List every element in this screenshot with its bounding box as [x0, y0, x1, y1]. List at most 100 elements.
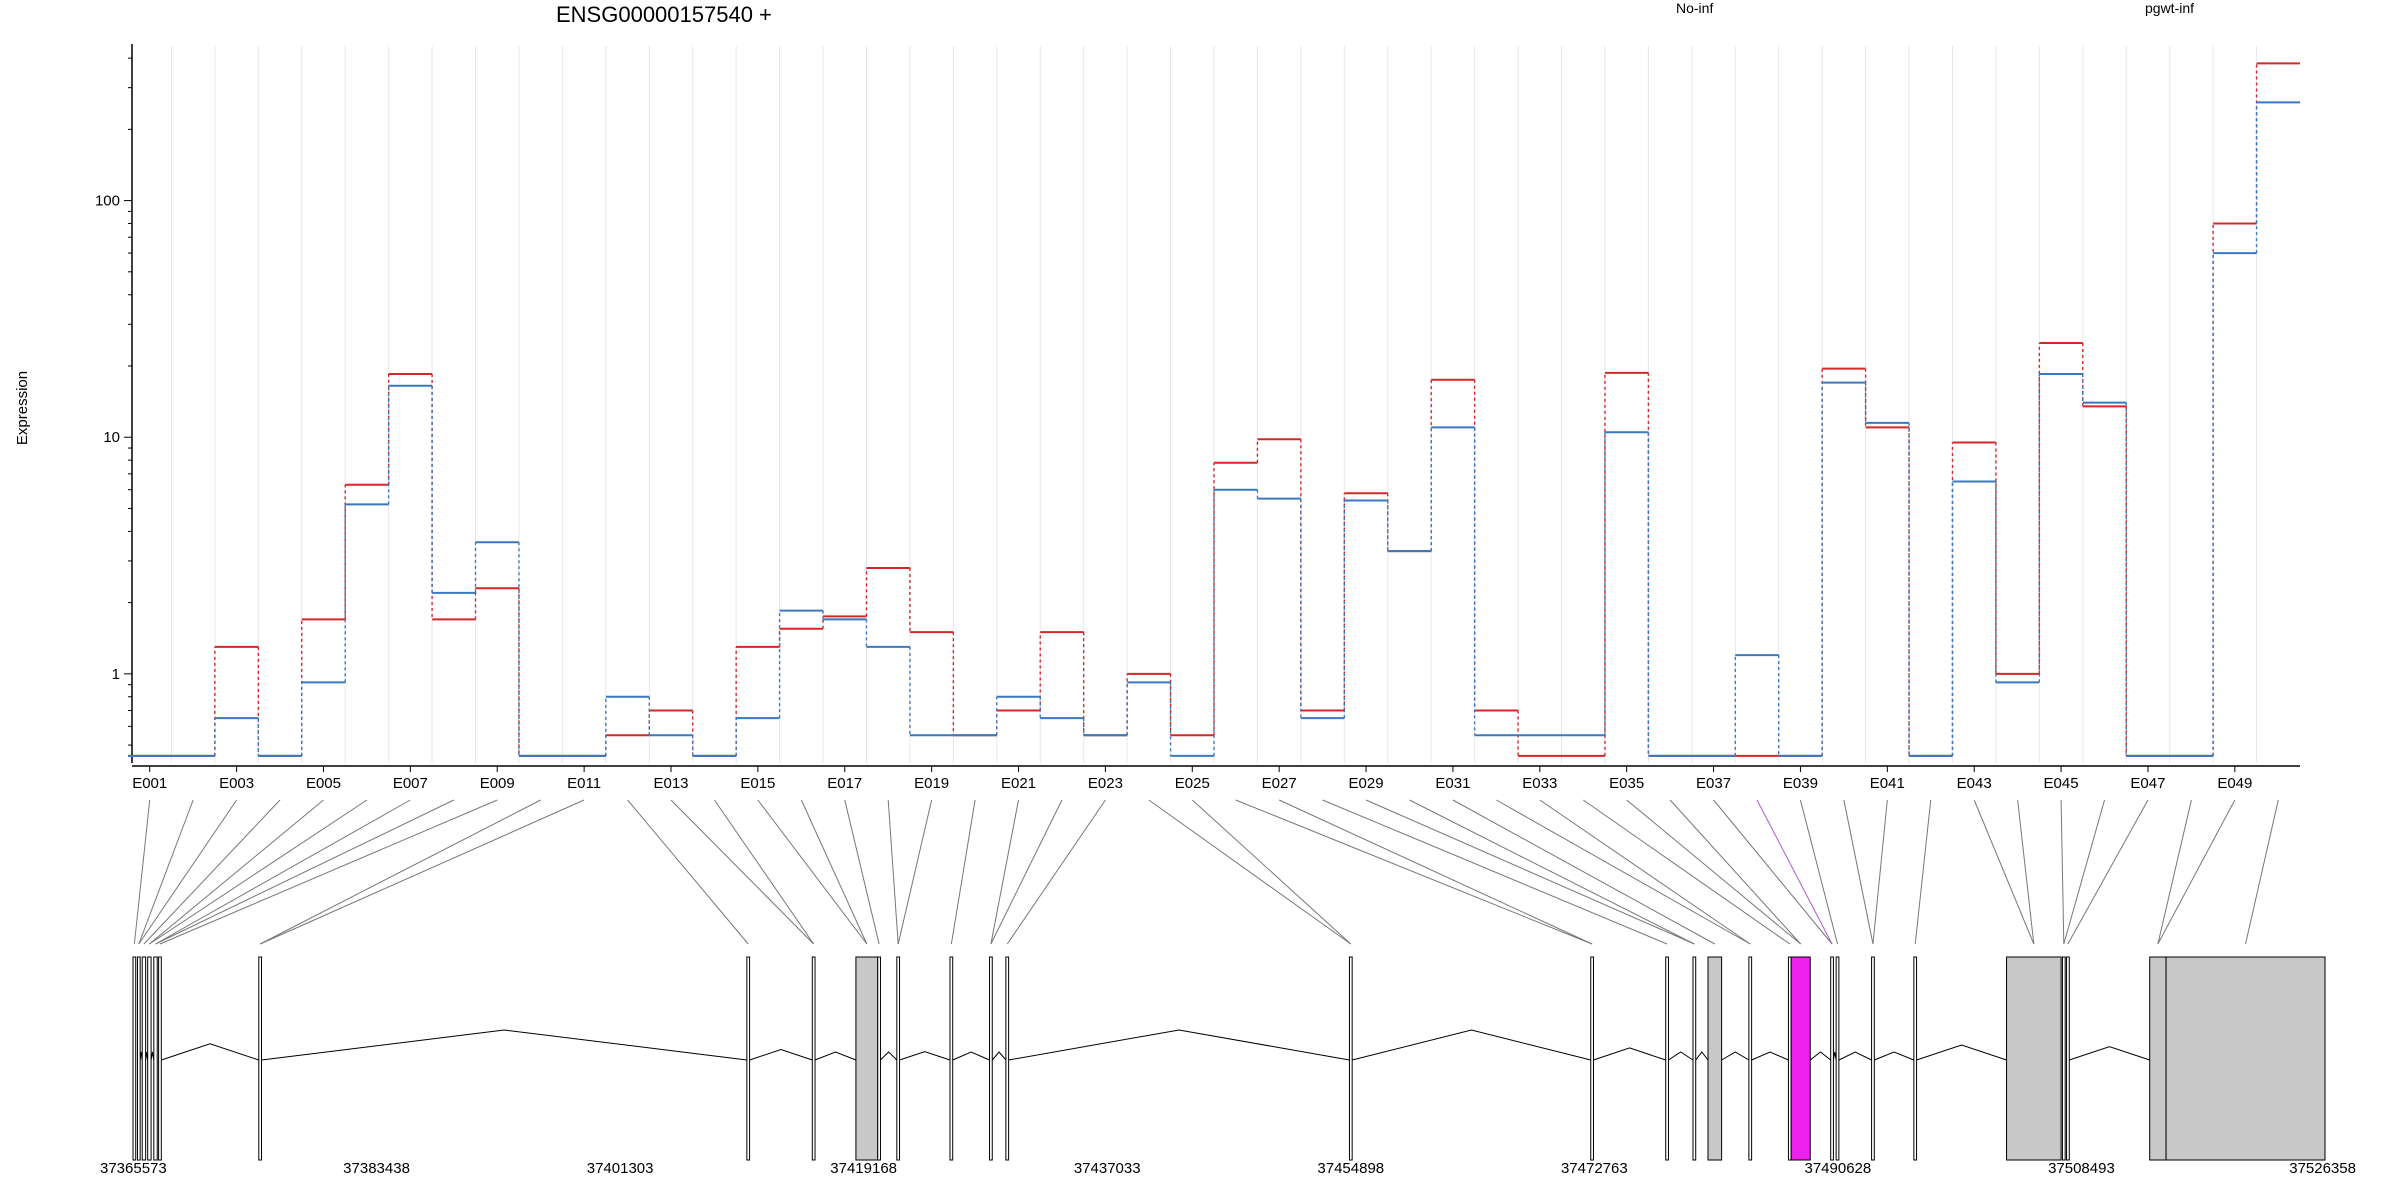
- connector-line: [259, 799, 585, 945]
- chart-title-group: ENSG00000157540 +: [556, 2, 772, 27]
- connector-line: [887, 799, 899, 945]
- intron-line: [899, 1051, 951, 1061]
- expression-series: [128, 62, 2300, 757]
- x-tick-label: E037: [1696, 775, 1731, 792]
- connector-line: [1452, 799, 1716, 945]
- exon-box: [1707, 956, 1723, 1161]
- connector-line: [2245, 799, 2279, 945]
- x-tick-label: E013: [653, 775, 688, 792]
- x-tick-label: E035: [1609, 775, 1644, 792]
- connector-line: [1148, 799, 1352, 945]
- exon-box: [2149, 956, 2167, 1161]
- x-tick-label: E041: [1870, 775, 1905, 792]
- x-tick-label: E005: [306, 775, 341, 792]
- x-tick-label: E025: [1175, 775, 1210, 792]
- intron-line: [814, 1051, 857, 1061]
- exon-box: [2006, 956, 2062, 1161]
- connector-line: [757, 799, 868, 945]
- connector-line: [2157, 799, 2192, 945]
- connector-line: [159, 799, 498, 945]
- exon-box: [2066, 956, 2070, 1161]
- x-tick-label: E045: [2044, 775, 2079, 792]
- intron-line: [1008, 1029, 1350, 1061]
- coordinate-label: 37508493: [2048, 1160, 2115, 1177]
- x-tick-label: E049: [2217, 775, 2252, 792]
- x-tick-label: E043: [1957, 775, 1992, 792]
- exon-box: [1665, 956, 1669, 1161]
- connector-line: [714, 799, 815, 945]
- connector-line: [149, 799, 368, 945]
- connector-line: [1799, 799, 1838, 945]
- y-tick-label: 10: [103, 429, 120, 446]
- connector-line: [1278, 799, 1593, 945]
- intron-line: [880, 1051, 898, 1061]
- highlighted-exon: [1790, 956, 1811, 1161]
- legend: No-inf pgwt-inf: [1676, 0, 2194, 16]
- x-tick-label: E033: [1522, 775, 1557, 792]
- exon-box: [855, 956, 879, 1161]
- exon-box: [746, 956, 751, 1161]
- connector-line: [990, 799, 1020, 945]
- connector-line: [1582, 799, 1791, 945]
- grid-lines: [170, 46, 2258, 763]
- x-tick-label: E017: [827, 775, 862, 792]
- connector-line: [1365, 799, 1695, 945]
- connector-line: [1496, 799, 1751, 945]
- exon-box: [877, 956, 881, 1161]
- exon-box: [1835, 956, 1840, 1161]
- connector-line: [1872, 799, 1888, 945]
- x-tick-label: E019: [914, 775, 949, 792]
- gene-model: [132, 956, 2326, 1161]
- coordinate-label: 37454898: [1317, 1160, 1384, 1177]
- coordinate-label: 37472763: [1561, 1160, 1628, 1177]
- connector-line: [155, 799, 411, 945]
- connector-line: [1006, 799, 1106, 945]
- connector-line: [155, 799, 455, 945]
- y-tick-label: 1: [112, 666, 120, 683]
- connector-line: [138, 799, 194, 945]
- x-tick-label: E001: [132, 775, 167, 792]
- exon-box: [153, 956, 158, 1161]
- exon-box: [158, 956, 162, 1161]
- exon-box: [258, 956, 263, 1161]
- intron-line: [261, 1029, 747, 1061]
- axes: [124, 44, 2300, 772]
- exon-box: [147, 956, 152, 1161]
- x-tick-label: E047: [2130, 775, 2165, 792]
- intron-line: [991, 1051, 1007, 1061]
- exon-box: [1005, 956, 1010, 1161]
- intron-line: [1809, 1051, 1831, 1061]
- x-tick-label: E023: [1088, 775, 1123, 792]
- chart-title: ENSG00000157540 +: [556, 2, 772, 27]
- x-tick-label: E007: [393, 775, 428, 792]
- exon-box: [132, 956, 137, 1161]
- connector-line: [2157, 799, 2236, 945]
- x-tick-label: E015: [740, 775, 775, 792]
- connector-line: [2063, 799, 2106, 945]
- x-tick-label: E039: [1783, 775, 1818, 792]
- connector-line: [1843, 799, 1874, 945]
- intron-line: [2069, 1046, 2150, 1061]
- exon-box: [2165, 956, 2326, 1161]
- exon-box: [989, 956, 993, 1161]
- x-tick-label: E003: [219, 775, 254, 792]
- exon-box: [1871, 956, 1875, 1161]
- exon-box: [136, 956, 141, 1161]
- connector-line: [1973, 799, 2035, 945]
- connector-line: [2067, 799, 2149, 945]
- connector-line: [138, 799, 238, 945]
- connector-line: [1409, 799, 1695, 945]
- x-tick-label: E029: [1349, 775, 1384, 792]
- connector-line: [143, 799, 281, 945]
- intron-line: [952, 1051, 990, 1061]
- coordinate-label: 37437033: [1074, 1160, 1141, 1177]
- connector-line: [1235, 799, 1593, 945]
- intron-line: [1721, 1051, 1750, 1061]
- x-tick-label: E011: [567, 775, 601, 792]
- y-axis-label: Expression: [14, 371, 31, 445]
- x-tick-labels: E001 E003 E005 E007 E009 E011 E013 E015 E017 E019…: [132, 775, 2252, 792]
- intron-line: [1838, 1051, 1872, 1061]
- connector-line: [627, 799, 749, 945]
- legend-entry-pgwt-inf: pgwt-inf: [2145, 0, 2194, 16]
